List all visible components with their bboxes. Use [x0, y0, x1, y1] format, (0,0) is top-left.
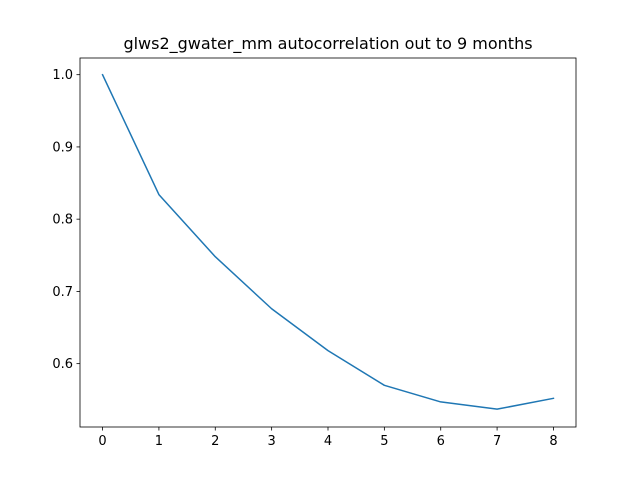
y-tick-label: 0.9 [52, 140, 73, 155]
x-tick-label: 3 [267, 434, 275, 449]
x-tick-label: 7 [493, 434, 501, 449]
y-axis: 0.6 0.7 0.8 0.9 1.0 [52, 68, 80, 372]
y-tick-label: 0.7 [52, 285, 73, 300]
y-tick-label: 0.6 [52, 357, 73, 372]
series-line [101, 73, 555, 410]
y-tick-label: 0.8 [52, 213, 73, 228]
y-tick-label: 1.0 [52, 68, 73, 83]
x-tick-label: 6 [437, 434, 445, 449]
x-tick-label: 4 [324, 434, 332, 449]
series-layer [101, 73, 555, 410]
x-axis: 0 1 2 3 4 5 6 7 8 [98, 427, 558, 449]
x-tick-label: 1 [155, 434, 163, 449]
x-tick-label: 2 [211, 434, 219, 449]
chart-title: glws2_gwater_mm autocorrelation out to 9… [123, 34, 532, 54]
x-tick-label: 8 [549, 434, 557, 449]
x-tick-label: 5 [380, 434, 388, 449]
axes-frame [79, 57, 577, 428]
x-tick-label: 0 [98, 434, 106, 449]
